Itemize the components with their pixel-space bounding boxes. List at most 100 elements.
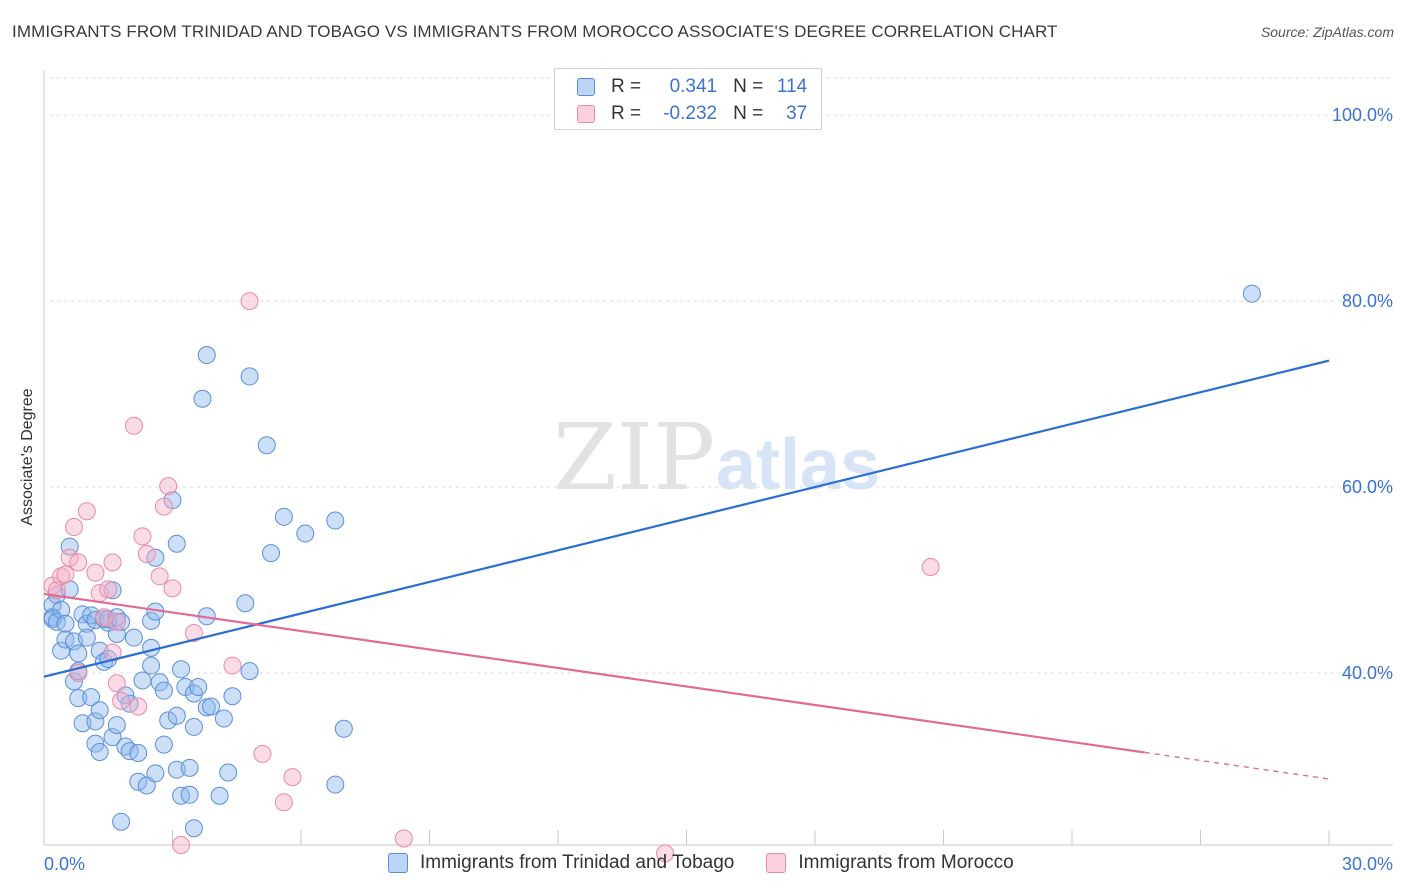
chart-source: Source: ZipAtlas.com <box>1260 24 1394 40</box>
series-legend-item-trinidad: Immigrants from Trinidad and Tobago <box>388 852 734 874</box>
legend-swatch-trinidad <box>577 78 595 96</box>
point-morocco <box>124 416 143 435</box>
point-trinidad <box>69 644 88 663</box>
point-trinidad <box>236 594 255 613</box>
point-morocco <box>77 502 96 521</box>
point-morocco <box>253 744 272 763</box>
point-trinidad <box>223 687 242 706</box>
series-legend-swatch-trinidad <box>388 853 408 873</box>
point-trinidad <box>180 758 199 777</box>
point-trinidad <box>146 548 165 567</box>
trend-layer <box>43 359 1330 780</box>
legend-n-label: N = <box>733 76 764 97</box>
legend-row-morocco: R = -0.232 N = 37 <box>577 102 807 126</box>
point-trinidad <box>296 524 315 543</box>
legend-r-label: R = <box>611 103 642 124</box>
point-trinidad <box>193 389 212 408</box>
point-trinidad <box>146 764 165 783</box>
point-morocco <box>99 580 118 599</box>
point-trinidad <box>189 677 208 696</box>
point-trinidad <box>172 660 191 679</box>
point-morocco <box>223 656 242 675</box>
legend-r-label: R = <box>611 76 642 97</box>
point-trinidad <box>90 701 109 720</box>
point-trinidad <box>52 641 71 660</box>
point-morocco <box>394 829 413 848</box>
point-trinidad <box>159 711 178 730</box>
watermark: ZIP atlas <box>553 404 880 511</box>
point-trinidad <box>129 772 148 791</box>
point-trinidad <box>202 697 221 716</box>
points-layer <box>43 284 1261 863</box>
point-trinidad <box>180 785 199 804</box>
point-trinidad <box>82 688 101 707</box>
watermark-zip: ZIP <box>553 404 715 511</box>
trendline-morocco <box>43 592 1145 754</box>
point-trinidad <box>56 614 75 633</box>
series-legend-label-trinidad: Immigrants from Trinidad and Tobago <box>420 852 735 873</box>
legend-swatch-morocco <box>577 105 595 123</box>
point-trinidad <box>64 672 83 691</box>
point-morocco <box>103 553 122 572</box>
point-trinidad <box>167 534 186 553</box>
point-trinidad <box>274 507 293 526</box>
point-morocco <box>69 553 88 572</box>
point-trinidad <box>90 743 109 762</box>
point-trinidad <box>240 662 259 681</box>
legend-n-value-trinidad: 114 <box>776 76 808 97</box>
point-morocco <box>172 836 191 854</box>
point-trinidad <box>129 743 148 762</box>
y-tick-labels: 40.0% 60.0% 80.0% 100.0% <box>1332 105 1393 683</box>
point-trinidad <box>214 709 233 728</box>
point-trinidad <box>86 712 105 731</box>
point-trinidad <box>77 628 96 647</box>
legend-r-value-morocco: -0.232 <box>663 103 718 124</box>
point-trinidad <box>1242 284 1261 303</box>
point-morocco <box>60 548 79 567</box>
point-trinidad <box>86 734 105 753</box>
point-morocco <box>921 558 940 577</box>
axes-layer <box>43 70 1393 846</box>
legend-row-trinidad: R = 0.341 N = 114 <box>577 75 807 99</box>
point-morocco <box>137 545 156 564</box>
point-trinidad <box>124 628 143 647</box>
chart-title: IMMIGRANTS FROM TRINIDAD AND TOBAGO VS I… <box>12 22 1058 41</box>
point-morocco <box>107 612 126 631</box>
point-morocco <box>159 477 178 496</box>
point-trinidad <box>240 367 259 386</box>
point-trinidad <box>154 735 173 754</box>
point-trinidad <box>210 786 229 805</box>
legend-r-value-trinidad: 0.341 <box>669 76 718 97</box>
point-trinidad <box>133 671 152 690</box>
point-morocco <box>86 563 105 582</box>
y-tick-label: 100.0% <box>1332 105 1393 125</box>
point-trinidad <box>154 681 173 700</box>
point-morocco <box>274 793 293 812</box>
point-morocco <box>103 643 122 662</box>
point-trinidad <box>257 436 276 455</box>
point-morocco <box>133 527 152 546</box>
correlation-legend: R = 0.341 N = 114 R = -0.232 N = 37 <box>554 68 822 130</box>
point-morocco <box>163 579 182 598</box>
y-tick-label: 40.0% <box>1342 663 1393 683</box>
point-trinidad <box>150 673 169 692</box>
point-trinidad <box>167 706 186 725</box>
point-trinidad <box>103 728 122 747</box>
x-tick-label-min: 0.0% <box>44 854 85 874</box>
point-trinidad <box>184 819 203 838</box>
point-trinidad <box>197 346 216 365</box>
point-trinidad <box>69 689 88 708</box>
point-trinidad <box>52 600 71 619</box>
x-tick-label-max: 30.0% <box>1342 854 1393 874</box>
point-morocco <box>240 292 259 311</box>
legend-n-label: N = <box>733 103 764 124</box>
point-trinidad <box>107 716 126 735</box>
point-trinidad <box>142 656 161 675</box>
point-trinidad <box>219 763 238 782</box>
point-trinidad <box>142 611 161 630</box>
y-tick-label: 60.0% <box>1342 477 1393 497</box>
point-trinidad <box>262 544 281 563</box>
point-morocco <box>283 768 302 787</box>
watermark-atlas: atlas <box>716 425 880 505</box>
